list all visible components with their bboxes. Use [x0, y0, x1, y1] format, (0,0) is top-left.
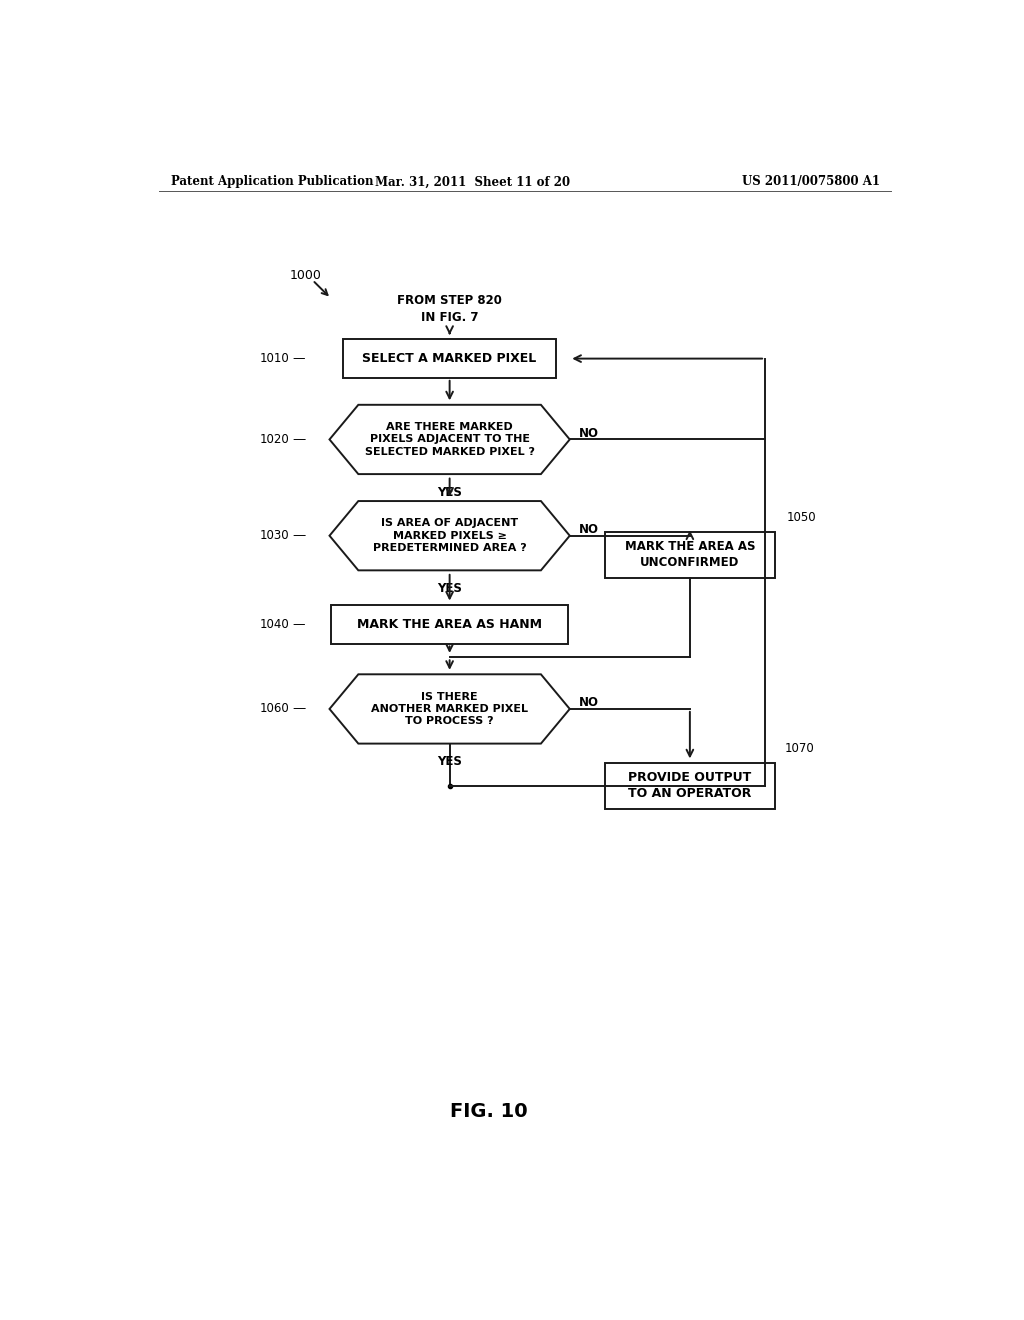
Polygon shape: [330, 405, 569, 474]
Text: NO: NO: [579, 696, 599, 709]
Text: US 2011/0075800 A1: US 2011/0075800 A1: [741, 176, 880, 189]
Text: 1000: 1000: [289, 269, 322, 282]
Polygon shape: [330, 675, 569, 743]
Text: FROM STEP 820
IN FIG. 7: FROM STEP 820 IN FIG. 7: [397, 293, 502, 323]
Text: 1010: 1010: [259, 352, 289, 366]
Text: YES: YES: [437, 486, 462, 499]
FancyBboxPatch shape: [343, 339, 556, 378]
Text: IS AREA OF ADJACENT
MARKED PIXELS ≥
PREDETERMINED AREA ?: IS AREA OF ADJACENT MARKED PIXELS ≥ PRED…: [373, 519, 526, 553]
FancyBboxPatch shape: [604, 763, 775, 809]
FancyBboxPatch shape: [604, 532, 775, 578]
Text: 1040: 1040: [259, 618, 289, 631]
Text: 1030: 1030: [259, 529, 289, 543]
Text: Mar. 31, 2011  Sheet 11 of 20: Mar. 31, 2011 Sheet 11 of 20: [376, 176, 570, 189]
Text: NO: NO: [579, 523, 599, 536]
Text: Patent Application Publication: Patent Application Publication: [171, 176, 373, 189]
Text: —: —: [292, 618, 305, 631]
Text: —: —: [292, 352, 305, 366]
Text: NO: NO: [579, 426, 599, 440]
Text: MARK THE AREA AS HANM: MARK THE AREA AS HANM: [357, 618, 542, 631]
Text: ARE THERE MARKED
PIXELS ADJACENT TO THE
SELECTED MARKED PIXEL ?: ARE THERE MARKED PIXELS ADJACENT TO THE …: [365, 422, 535, 457]
Text: 1070: 1070: [784, 742, 814, 755]
Text: IS THERE
ANOTHER MARKED PIXEL
TO PROCESS ?: IS THERE ANOTHER MARKED PIXEL TO PROCESS…: [371, 692, 528, 726]
Text: FIG. 10: FIG. 10: [450, 1102, 527, 1121]
Text: —: —: [292, 702, 305, 715]
Text: 1020: 1020: [259, 433, 289, 446]
Text: 1050: 1050: [786, 511, 816, 524]
Text: —: —: [292, 433, 305, 446]
Text: MARK THE AREA AS
UNCONFIRMED: MARK THE AREA AS UNCONFIRMED: [625, 540, 755, 569]
Text: SELECT A MARKED PIXEL: SELECT A MARKED PIXEL: [362, 352, 537, 366]
Text: YES: YES: [437, 755, 462, 768]
Text: —: —: [292, 529, 305, 543]
Text: YES: YES: [437, 582, 462, 595]
Text: 1060: 1060: [259, 702, 289, 715]
Text: PROVIDE OUTPUT
TO AN OPERATOR: PROVIDE OUTPUT TO AN OPERATOR: [628, 771, 752, 800]
Polygon shape: [330, 502, 569, 570]
FancyBboxPatch shape: [332, 605, 568, 644]
